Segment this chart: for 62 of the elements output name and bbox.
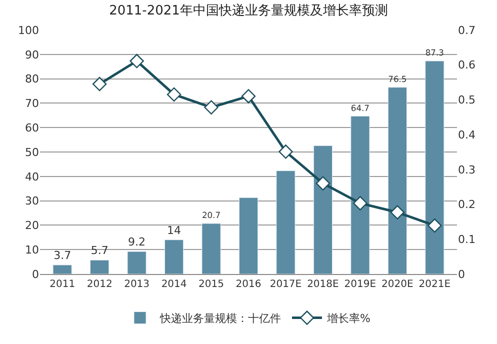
- legend-label: 快递业务量规模：十亿件: [159, 312, 281, 326]
- bar: [202, 223, 221, 274]
- bar: [276, 170, 296, 274]
- point: [316, 176, 330, 190]
- x-tick-label: 2012: [86, 279, 112, 290]
- y-tick-label: 90: [25, 48, 39, 62]
- x-tick-label: 2020E: [382, 279, 414, 290]
- x-tick-label: 2016: [236, 279, 262, 290]
- data-label: 5.7: [90, 244, 108, 258]
- bar: [313, 145, 333, 274]
- y-tick-label: 70: [25, 97, 39, 110]
- point: [166, 87, 182, 102]
- x-tick-label: 2011: [50, 279, 76, 290]
- point: [241, 89, 256, 104]
- x-tick-label: 2021E: [418, 279, 451, 290]
- bar: [238, 197, 258, 274]
- bar: [388, 87, 407, 274]
- y2-tick-label: 0.6: [458, 58, 476, 72]
- bar: [90, 260, 110, 274]
- data-label: 76.5: [388, 74, 407, 84]
- y-tick-label: 10: [25, 243, 39, 256]
- y-tick-label: 60: [25, 121, 39, 134]
- point: [353, 196, 368, 210]
- bar: [164, 240, 184, 274]
- point: [130, 54, 144, 68]
- point: [390, 205, 405, 220]
- x-tick-label: 2014: [161, 279, 187, 290]
- bar: [127, 251, 146, 274]
- data-label: 20.7: [202, 210, 221, 220]
- data-label: 64.7: [350, 102, 370, 113]
- y-tick-label: 20: [25, 219, 39, 232]
- bar: [425, 60, 444, 274]
- point: [428, 218, 442, 233]
- x-tick-label: 2018E: [307, 279, 339, 290]
- y2-tick-label: 0: [458, 268, 465, 281]
- y2-tick-label: 0.4: [458, 128, 476, 142]
- x-tick-label: 2013: [124, 279, 150, 290]
- y2-tick-label: 0.5: [458, 94, 476, 107]
- point: [278, 144, 293, 159]
- x-tick-label: 2019E: [344, 279, 376, 290]
- data-label: 14: [167, 224, 182, 237]
- chart-title: 2011-2021年中国快递业务量规模及增长率预测: [109, 2, 388, 18]
- bar: [350, 116, 370, 274]
- y-tick-label: 30: [25, 194, 39, 208]
- bar: [52, 264, 72, 274]
- y-tick-label: 40: [25, 170, 39, 184]
- y-tick-label: 100: [18, 24, 39, 37]
- y-tick-label: 50: [25, 146, 39, 159]
- data-label: 9.2: [128, 236, 146, 249]
- data-label: 3.7: [54, 248, 72, 262]
- data-label: 87.3: [425, 48, 444, 58]
- point: [204, 100, 218, 114]
- y2-tick-label: 0.3: [458, 163, 476, 176]
- legend-label: 增长率%: [326, 312, 370, 326]
- y-tick-label: 0: [32, 268, 39, 281]
- y2-tick-label: 0.7: [458, 24, 476, 37]
- point: [92, 76, 107, 92]
- x-tick-label: 2017E: [270, 279, 302, 290]
- y2-tick-label: 0.1: [458, 232, 476, 246]
- x-tick-label: 2015: [198, 279, 224, 290]
- y-tick-label: 80: [25, 72, 39, 86]
- y2-tick-label: 0.2: [458, 198, 476, 212]
